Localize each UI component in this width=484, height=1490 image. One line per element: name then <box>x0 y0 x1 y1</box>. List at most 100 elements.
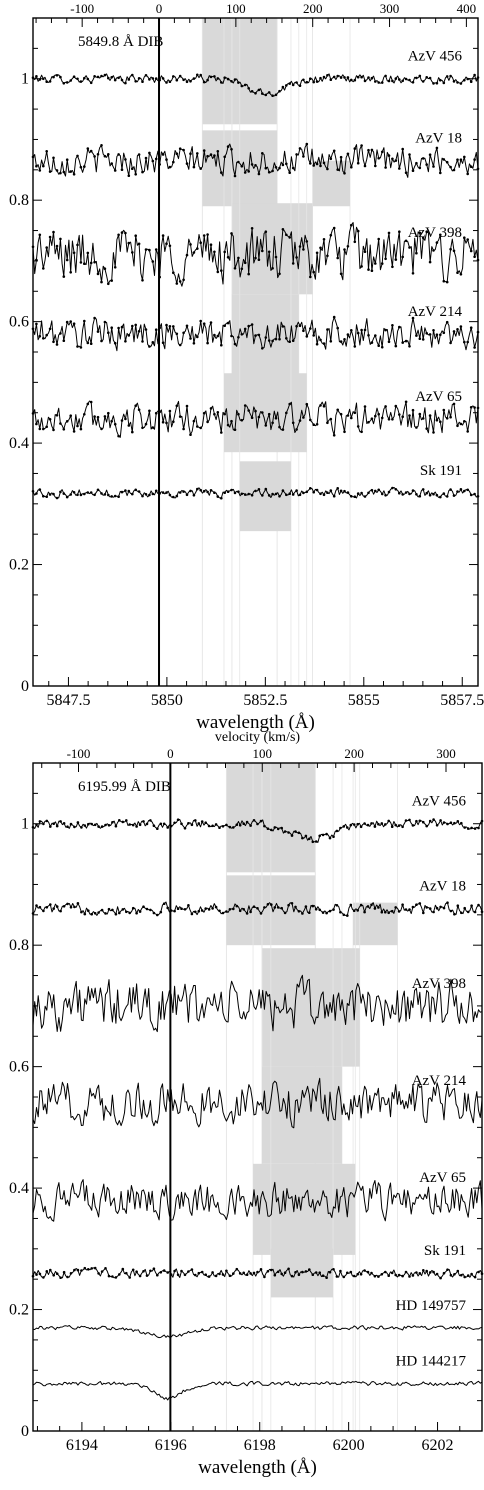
data-point <box>266 827 270 830</box>
data-point <box>415 161 418 165</box>
data-point <box>52 428 55 432</box>
data-point <box>131 906 135 910</box>
data-point <box>35 422 38 426</box>
data-point <box>42 427 45 431</box>
data-point <box>280 906 284 910</box>
data-point <box>243 171 247 174</box>
data-point <box>162 902 166 905</box>
data-point <box>473 406 476 409</box>
data-point <box>453 1273 456 1276</box>
data-point <box>182 78 185 82</box>
data-point <box>249 824 252 827</box>
data-point <box>209 407 213 410</box>
data-point <box>473 827 477 830</box>
data-point <box>394 344 398 348</box>
data-point <box>377 237 381 241</box>
data-point <box>290 902 294 905</box>
data-point <box>422 911 425 915</box>
data-point <box>192 77 196 80</box>
data-point <box>161 491 165 494</box>
data-point <box>346 245 350 248</box>
data-point <box>432 1270 435 1274</box>
data-point <box>144 328 148 331</box>
data-point <box>62 82 66 85</box>
data-point <box>225 823 228 827</box>
data-point <box>175 494 179 498</box>
data-point <box>245 912 249 915</box>
data-point <box>111 1275 114 1278</box>
data-point <box>83 1266 87 1270</box>
data-point <box>463 340 466 344</box>
data-point <box>169 909 173 912</box>
shaded-window-azv-398 <box>231 203 313 295</box>
data-point <box>408 414 411 417</box>
data-point <box>194 1273 197 1277</box>
data-point <box>356 909 360 912</box>
data-point <box>200 1270 204 1274</box>
data-point <box>96 153 100 156</box>
data-point <box>397 1273 401 1277</box>
data-point <box>435 906 439 910</box>
data-point <box>42 1276 45 1279</box>
data-point <box>336 326 340 330</box>
data-point <box>55 905 59 908</box>
data-point <box>141 494 144 498</box>
data-point <box>48 170 52 173</box>
data-point <box>45 150 48 153</box>
data-point <box>322 405 326 408</box>
data-point <box>55 414 59 417</box>
data-point <box>55 496 59 500</box>
series-azv-398 <box>32 974 483 1033</box>
data-point <box>418 74 422 78</box>
data-point <box>398 167 401 170</box>
data-point <box>42 77 45 81</box>
y-tick-label: 0.2 <box>9 1302 29 1319</box>
data-point <box>256 907 259 910</box>
data-point <box>264 93 268 97</box>
data-point <box>295 81 298 84</box>
data-point <box>185 253 189 257</box>
data-point <box>199 426 202 430</box>
data-point <box>302 329 305 333</box>
data-point <box>254 409 257 413</box>
data-point <box>315 162 319 166</box>
data-point <box>411 905 415 909</box>
data-point <box>477 1270 480 1274</box>
data-point <box>387 154 391 157</box>
data-point <box>52 156 55 160</box>
data-point <box>442 906 446 910</box>
data-point <box>213 154 216 157</box>
data-point <box>449 341 452 345</box>
data-point <box>120 419 124 422</box>
data-point <box>370 822 373 825</box>
data-point <box>373 825 377 828</box>
data-point <box>83 912 87 916</box>
series-label: AzV 65 <box>415 389 462 405</box>
data-point <box>151 492 155 496</box>
spectrum-line <box>32 1325 483 1339</box>
data-point <box>384 74 387 78</box>
data-point <box>93 316 96 320</box>
data-point <box>247 272 250 276</box>
data-point <box>165 242 168 245</box>
data-point <box>243 83 247 87</box>
data-point <box>45 1270 49 1273</box>
data-point <box>161 77 165 80</box>
data-point <box>83 165 86 168</box>
data-point <box>270 903 273 906</box>
data-point <box>404 908 408 911</box>
data-point <box>65 258 69 262</box>
data-point <box>194 819 197 822</box>
y-tick-label: 0.8 <box>9 937 29 954</box>
data-point <box>353 240 357 244</box>
data-point <box>305 402 309 406</box>
data-point <box>207 824 211 828</box>
data-point <box>137 408 141 412</box>
data-point <box>391 486 394 490</box>
data-point <box>242 822 245 825</box>
data-point <box>439 495 442 499</box>
data-point <box>326 167 329 171</box>
data-point <box>127 489 131 493</box>
data-point <box>422 820 425 824</box>
data-point <box>59 422 62 425</box>
